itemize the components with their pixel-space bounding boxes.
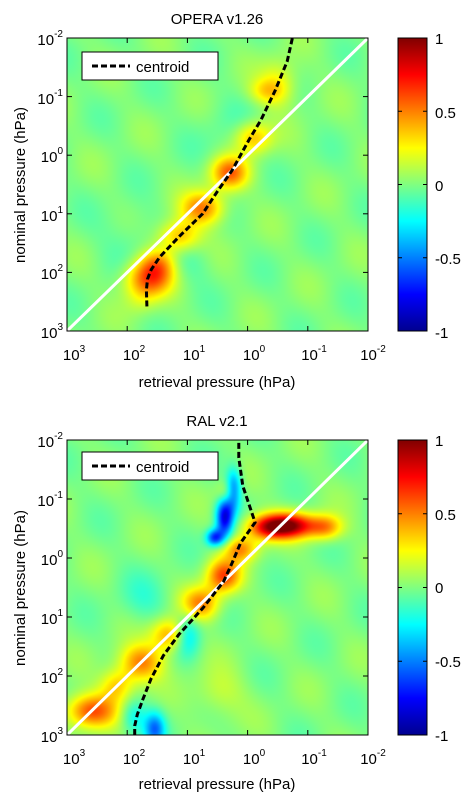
- x-tick-label: 10-2: [360, 748, 386, 768]
- x-axis-label: retrieval pressure (hPa): [139, 374, 296, 391]
- x-tick-label: 10-2: [360, 344, 386, 364]
- y-tick-label: 10-2: [37, 29, 63, 49]
- colorbar-label: 1: [435, 31, 443, 48]
- colorbar: [397, 37, 428, 332]
- colorbar-label: -0.5: [435, 251, 461, 268]
- colorbar-label: -0.5: [435, 654, 461, 671]
- legend: centroid: [81, 451, 219, 481]
- y-tick-label: 100: [41, 549, 64, 569]
- x-tick-label: 10-1: [301, 344, 327, 364]
- y-tick-label: 102: [41, 667, 64, 687]
- x-tick-label: 101: [183, 748, 206, 768]
- y-tick-label: 102: [41, 263, 64, 283]
- colorbar-ticks: [398, 439, 427, 736]
- chart-title: OPERA v1.26: [171, 11, 264, 28]
- panel-opera: OPERA v1.26 10-2 10-1 100 101 102 103 10…: [12, 11, 461, 391]
- x-tick-labels: 103 102 101 100 10-1 10-2: [63, 344, 386, 364]
- colorbar-label: 1: [435, 433, 443, 450]
- legend: centroid: [81, 51, 219, 81]
- x-tick-label: 102: [123, 344, 146, 364]
- colorbar-label: -1: [435, 728, 448, 745]
- panel-ral: RAL v2.1 10-2 10-1 100 101 102 103 103 1…: [12, 413, 461, 793]
- x-tick-labels: 103 102 101 100 10-1 10-2: [63, 748, 386, 768]
- x-axis-label: retrieval pressure (hPa): [139, 776, 296, 793]
- colorbar: [397, 439, 428, 736]
- y-tick-label: 10-1: [37, 490, 63, 510]
- y-tick-label: 101: [41, 205, 64, 225]
- x-tick-label: 10-1: [301, 748, 327, 768]
- colorbar-label: -1: [435, 325, 448, 342]
- centroid-line: [133, 440, 257, 735]
- colorbar-ticks: [398, 37, 427, 332]
- axis-ticks: [66, 37, 369, 332]
- y-tick-label: 10-2: [37, 431, 63, 451]
- colorbar-label: 0.5: [435, 105, 456, 122]
- colorbar-label: 0: [435, 178, 443, 195]
- plot-frame: [66, 37, 369, 332]
- x-tick-label: 102: [123, 748, 146, 768]
- chart-title: RAL v2.1: [186, 413, 247, 430]
- colorbar-labels: 1 0.5 0 -0.5 -1: [435, 433, 461, 745]
- y-tick-label: 101: [41, 608, 64, 628]
- y-tick-labels: 10-2 10-1 100 101 102 103: [37, 29, 63, 342]
- diagonal-line: [67, 38, 368, 331]
- x-tick-label: 103: [63, 344, 86, 364]
- legend-label: centroid: [136, 59, 189, 76]
- colorbar-labels: 1 0.5 0 -0.5 -1: [435, 31, 461, 342]
- colorbar-label: 0: [435, 580, 443, 597]
- x-tick-label: 100: [243, 748, 266, 768]
- y-axis-label: nominal pressure (hPa): [12, 107, 29, 263]
- axis-ticks: [66, 439, 369, 736]
- y-tick-label: 103: [41, 726, 64, 746]
- colorbar-label: 0.5: [435, 507, 456, 524]
- x-tick-label: 101: [183, 344, 206, 364]
- x-tick-label: 100: [243, 344, 266, 364]
- y-tick-label: 100: [41, 146, 64, 166]
- centroid-line: [144, 38, 294, 307]
- y-axis-label: nominal pressure (hPa): [12, 510, 29, 666]
- x-tick-label: 103: [63, 748, 86, 768]
- y-tick-label: 103: [41, 322, 64, 342]
- y-tick-label: 10-1: [37, 88, 63, 108]
- y-tick-labels: 10-2 10-1 100 101 102 103: [37, 431, 63, 746]
- plot-frame: [66, 439, 369, 736]
- legend-label: centroid: [136, 459, 189, 476]
